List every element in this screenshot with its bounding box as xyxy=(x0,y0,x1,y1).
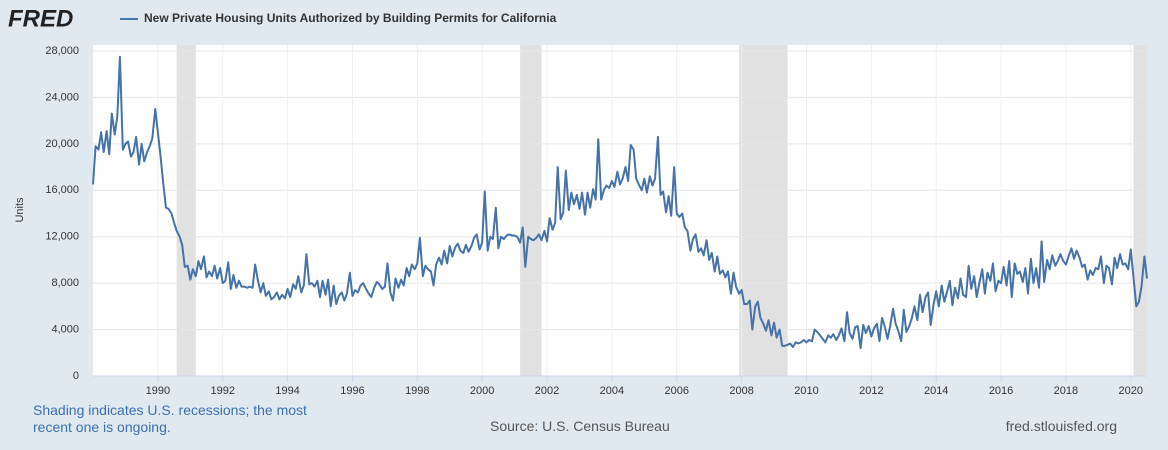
x-tick-label: 2016 xyxy=(989,385,1013,397)
y-tick-label: 28,000 xyxy=(45,45,79,57)
y-tick-label: 0 xyxy=(73,370,79,382)
source: Source: U.S. Census Bureau xyxy=(490,418,670,434)
x-tick-label: 2014 xyxy=(924,385,948,397)
x-tick-label: 1998 xyxy=(405,385,429,397)
y-tick-label: 4,000 xyxy=(51,323,79,335)
x-tick-label: 2020 xyxy=(1119,385,1143,397)
x-tick-label: 2000 xyxy=(470,385,494,397)
recession-shade xyxy=(520,45,542,376)
y-tick-label: 20,000 xyxy=(45,138,79,150)
legend-label: New Private Housing Units Authorized by … xyxy=(144,11,557,25)
site-link: fred.stlouisfed.org xyxy=(1005,418,1117,434)
x-tick-label: 1990 xyxy=(146,385,170,397)
x-tick-label: 2018 xyxy=(1054,385,1078,397)
x-tick-label: 1992 xyxy=(210,385,234,397)
recession-shade xyxy=(176,45,196,376)
recession-shade xyxy=(1133,45,1147,376)
x-tick-label: 2010 xyxy=(794,385,818,397)
y-tick-label: 16,000 xyxy=(45,184,79,196)
x-tick-label: 1994 xyxy=(275,385,299,397)
x-tick-label: 1996 xyxy=(340,385,364,397)
recession-shade xyxy=(739,45,788,376)
logo: FRED xyxy=(8,5,73,32)
recession-note: Shading indicates U.S. recessions; the m… xyxy=(33,402,307,435)
x-tick-label: 2004 xyxy=(600,385,624,397)
y-tick-label: 12,000 xyxy=(45,231,79,243)
y-axis-label: Units xyxy=(14,197,26,223)
x-tick-label: 2008 xyxy=(729,385,753,397)
y-tick-label: 24,000 xyxy=(45,91,79,103)
x-tick-label: 2006 xyxy=(665,385,689,397)
x-tick-label: 2002 xyxy=(535,385,559,397)
series-line xyxy=(92,55,1148,350)
plot-area xyxy=(93,45,1147,376)
x-tick-label: 2012 xyxy=(859,385,883,397)
y-tick-label: 8,000 xyxy=(51,277,79,289)
